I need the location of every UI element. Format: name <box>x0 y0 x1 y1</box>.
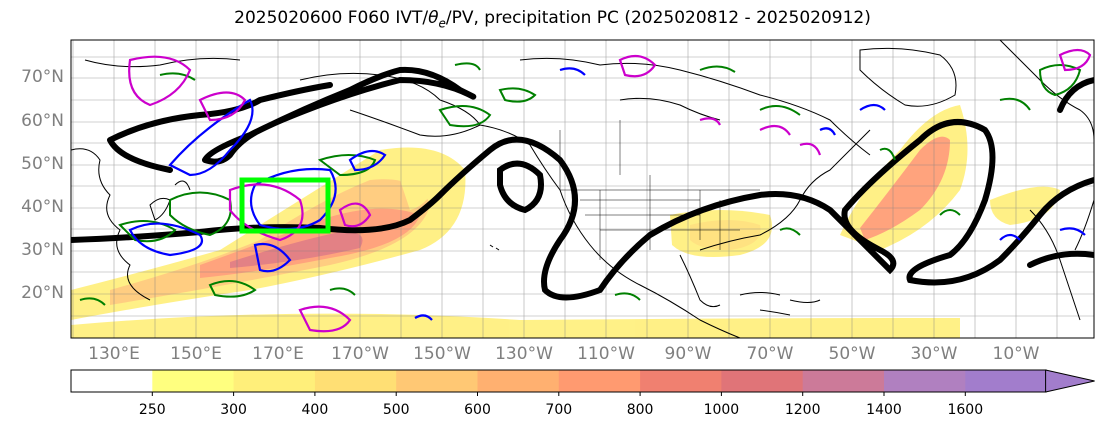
colorbar-tick-label: 1200 <box>784 402 821 418</box>
colorbar-tick-label: 300 <box>220 402 247 418</box>
coast-greenland <box>859 47 957 107</box>
pv-magenta-contours <box>128 48 1092 333</box>
latitude-label: 60°N <box>21 111 64 131</box>
longitude-label: 90°W <box>664 344 712 364</box>
longitude-label: 170°E <box>252 344 304 364</box>
longitude-label: 150°W <box>413 344 471 364</box>
colorbar-segment <box>71 370 153 392</box>
latitude-label: 50°N <box>21 154 64 174</box>
longitude-label: 170°W <box>331 344 389 364</box>
colorbar-tick-label: 500 <box>382 402 410 418</box>
colorbar-segment <box>152 370 235 392</box>
coast-hawaii <box>489 244 500 251</box>
highlight-box <box>239 177 331 234</box>
coast-caribbean <box>739 292 821 316</box>
colorbar-tick-label: 700 <box>545 402 573 418</box>
ivt-usa-core <box>690 220 761 250</box>
longitude-label: 130°W <box>495 344 553 364</box>
ivt-shading <box>71 105 1060 338</box>
longitude-label: 150°E <box>170 344 222 364</box>
colorbar-segment <box>477 370 560 392</box>
colorbar-segment <box>884 370 966 392</box>
colorbar-tick-label: 800 <box>626 402 654 418</box>
latitude-label: 30°N <box>21 240 64 260</box>
ivt-south-band <box>71 313 960 338</box>
ivt-north-yellow <box>400 163 440 210</box>
ivt-band-pacific-peak <box>230 231 363 268</box>
colorbar-tick-label: 1000 <box>703 402 740 418</box>
colorbar <box>70 369 1095 396</box>
coast-europe-africa <box>999 40 1094 321</box>
ivt-contour <box>71 66 1094 301</box>
colorbar-tick-label: 600 <box>464 402 491 418</box>
ivt-atlantic-east <box>990 186 1060 225</box>
longitude-label: 110°W <box>577 344 635 364</box>
latitude-label: 70°N <box>21 67 64 87</box>
colorbar-segment <box>314 370 397 392</box>
ivt-atlantic-core <box>860 136 950 240</box>
longitude-label: 50°W <box>828 344 876 364</box>
longitude-label: 130°E <box>88 344 140 364</box>
coast-alaska <box>299 72 481 137</box>
colorbar-segment <box>233 370 316 392</box>
coast-canada-arctic <box>519 57 871 156</box>
coast-asia <box>71 57 241 301</box>
latitude-label: 40°N <box>21 197 64 217</box>
country-borders <box>559 120 760 260</box>
colorbar-extend-arrow <box>1045 369 1095 393</box>
colorbar-tick-label: 250 <box>138 402 166 418</box>
map-frame <box>70 39 1095 339</box>
theta-e-contours <box>79 62 1082 306</box>
colorbar-segment <box>640 370 722 392</box>
longitude-label: 10°W <box>992 344 1040 364</box>
colorbar-tick-label: 1400 <box>866 402 902 418</box>
colorbar-segment <box>721 370 804 392</box>
colorbar-segment <box>965 370 1048 392</box>
longitude-label: 70°W <box>746 344 794 364</box>
latitude-label: 20°N <box>21 283 64 303</box>
coast-north-america <box>479 124 871 338</box>
pv-blue-contours <box>128 67 1086 321</box>
colorbar-tick-label: 400 <box>301 402 329 418</box>
colorbar-tick-label: 1600 <box>947 402 984 418</box>
map-area <box>71 40 1094 338</box>
coastlines <box>71 40 1094 338</box>
colorbar-segment <box>396 370 478 392</box>
colorbar-segment <box>558 370 641 392</box>
longitude-label: 30°W <box>910 344 958 364</box>
colorbar-segment <box>802 370 885 392</box>
figure-title: 2025020600 F060 IVT/θe/PV, precipitation… <box>234 8 871 31</box>
